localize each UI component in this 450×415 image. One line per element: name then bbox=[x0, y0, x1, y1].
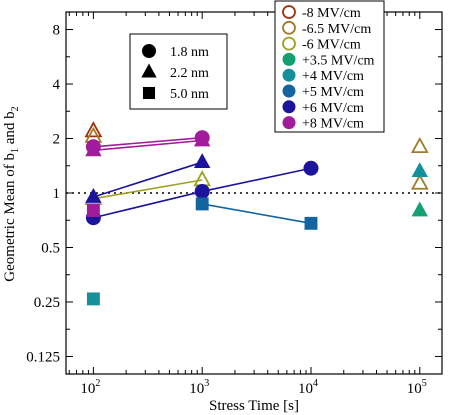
color-legend-label: +5 MV/cm bbox=[302, 85, 364, 100]
data-point bbox=[410, 136, 429, 154]
data-point bbox=[411, 201, 428, 217]
data-point bbox=[193, 170, 212, 187]
color-legend-label: +4 MV/cm bbox=[302, 69, 364, 84]
data-point bbox=[85, 141, 102, 157]
color-legend-symbol bbox=[282, 84, 296, 98]
data-point bbox=[86, 292, 100, 306]
series-line bbox=[202, 203, 312, 225]
data-point bbox=[411, 162, 428, 177]
x-tick-label: 105 bbox=[407, 378, 427, 397]
color-legend-symbol bbox=[282, 36, 296, 51]
data-point bbox=[86, 204, 100, 217]
y-tick-label: 1 bbox=[53, 186, 61, 202]
color-legend-symbol bbox=[282, 116, 296, 130]
color-legend-symbol bbox=[282, 68, 296, 82]
series-line bbox=[93, 136, 203, 148]
y-tick-label: 0.25 bbox=[34, 295, 60, 311]
marker-legend-symbol bbox=[142, 86, 156, 100]
color-legend-label: -8 MV/cm bbox=[302, 6, 361, 21]
color-legend-label: -6 MV/cm bbox=[302, 38, 361, 53]
color-legend-label: -6.5 MV/cm bbox=[302, 22, 371, 37]
x-axis-label: Stress Time [s] bbox=[209, 398, 299, 414]
series-line bbox=[93, 161, 203, 198]
color-legend-label: +8 MV/cm bbox=[302, 117, 364, 132]
y-tick-label: 2 bbox=[53, 132, 61, 148]
color-legend-label: +3.5 MV/cm bbox=[302, 53, 375, 68]
series-line bbox=[93, 179, 203, 200]
y-tick-label: 8 bbox=[53, 23, 61, 39]
marker-legend-label: 1.8 nm bbox=[170, 45, 209, 60]
x-tick-label: 102 bbox=[80, 378, 100, 397]
color-legend-symbol bbox=[282, 5, 296, 19]
x-tick-label: 104 bbox=[298, 378, 318, 397]
y-tick-label: 0.5 bbox=[41, 240, 60, 256]
color-legend-label: +6 MV/cm bbox=[302, 101, 364, 116]
data-point bbox=[410, 173, 429, 190]
color-legend-symbol bbox=[282, 100, 296, 114]
series-line bbox=[93, 139, 203, 152]
y-tick-label: 0.125 bbox=[26, 349, 60, 365]
data-point bbox=[193, 153, 211, 169]
data-point bbox=[195, 197, 209, 211]
marker-legend-label: 5.0 nm bbox=[170, 87, 209, 102]
plot-layer: 102 103 104 105 0.125 0.25 0.5 1 2 4 8 1.8 nm 2.2 nm… bbox=[26, 0, 443, 397]
marker-legend-symbol bbox=[141, 63, 157, 78]
y-axis-label: Geometric Mean of b1 and b2 bbox=[2, 106, 21, 281]
data-point bbox=[85, 188, 102, 203]
marker-legend-label: 2.2 nm bbox=[170, 66, 209, 81]
data-point bbox=[303, 160, 319, 176]
data-point bbox=[194, 183, 210, 199]
y-tick-label: 4 bbox=[53, 77, 61, 93]
x-tick-label: 103 bbox=[189, 378, 209, 397]
data-point bbox=[193, 131, 211, 147]
marker-legend-symbol bbox=[142, 44, 156, 58]
color-legend-symbol bbox=[282, 52, 296, 66]
data-point bbox=[84, 121, 103, 138]
data-point bbox=[304, 216, 318, 230]
color-legend-symbol bbox=[282, 20, 296, 35]
